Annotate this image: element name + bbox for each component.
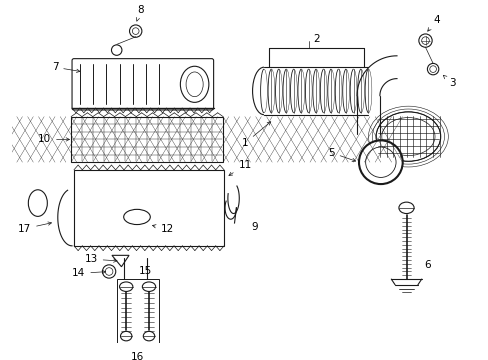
Ellipse shape — [28, 190, 47, 216]
Text: 6: 6 — [423, 260, 430, 270]
Polygon shape — [112, 255, 129, 267]
Text: 1: 1 — [241, 122, 270, 148]
Text: 13: 13 — [84, 254, 117, 264]
Bar — [117, 279, 158, 344]
Text: 17: 17 — [18, 222, 51, 234]
Ellipse shape — [120, 331, 132, 341]
Ellipse shape — [111, 45, 122, 55]
Ellipse shape — [132, 28, 139, 35]
Text: 16: 16 — [131, 352, 144, 360]
Ellipse shape — [375, 112, 440, 161]
Bar — [71, 117, 223, 162]
Text: 11: 11 — [228, 160, 251, 175]
Text: 5: 5 — [327, 148, 355, 162]
Ellipse shape — [427, 63, 438, 75]
Ellipse shape — [105, 268, 113, 275]
Ellipse shape — [186, 72, 203, 97]
Text: 7: 7 — [52, 62, 80, 72]
Ellipse shape — [102, 265, 116, 278]
Ellipse shape — [143, 331, 154, 341]
Ellipse shape — [429, 66, 436, 72]
FancyBboxPatch shape — [72, 59, 213, 110]
Bar — [74, 170, 224, 246]
Ellipse shape — [418, 34, 431, 47]
Text: 3: 3 — [443, 75, 454, 88]
Ellipse shape — [142, 282, 155, 292]
Text: 8: 8 — [136, 5, 143, 21]
Text: 14: 14 — [72, 269, 105, 278]
Text: 15: 15 — [138, 266, 151, 276]
Ellipse shape — [398, 202, 413, 213]
Text: 9: 9 — [251, 222, 257, 232]
Ellipse shape — [421, 37, 428, 44]
Text: 10: 10 — [38, 134, 69, 144]
Ellipse shape — [381, 118, 434, 156]
Ellipse shape — [365, 147, 395, 177]
Text: 4: 4 — [427, 15, 439, 31]
Text: 2: 2 — [312, 34, 319, 44]
Ellipse shape — [180, 66, 208, 102]
Ellipse shape — [123, 210, 150, 225]
Text: 12: 12 — [152, 224, 173, 234]
Ellipse shape — [358, 140, 402, 184]
Ellipse shape — [119, 282, 133, 292]
Ellipse shape — [129, 25, 142, 37]
